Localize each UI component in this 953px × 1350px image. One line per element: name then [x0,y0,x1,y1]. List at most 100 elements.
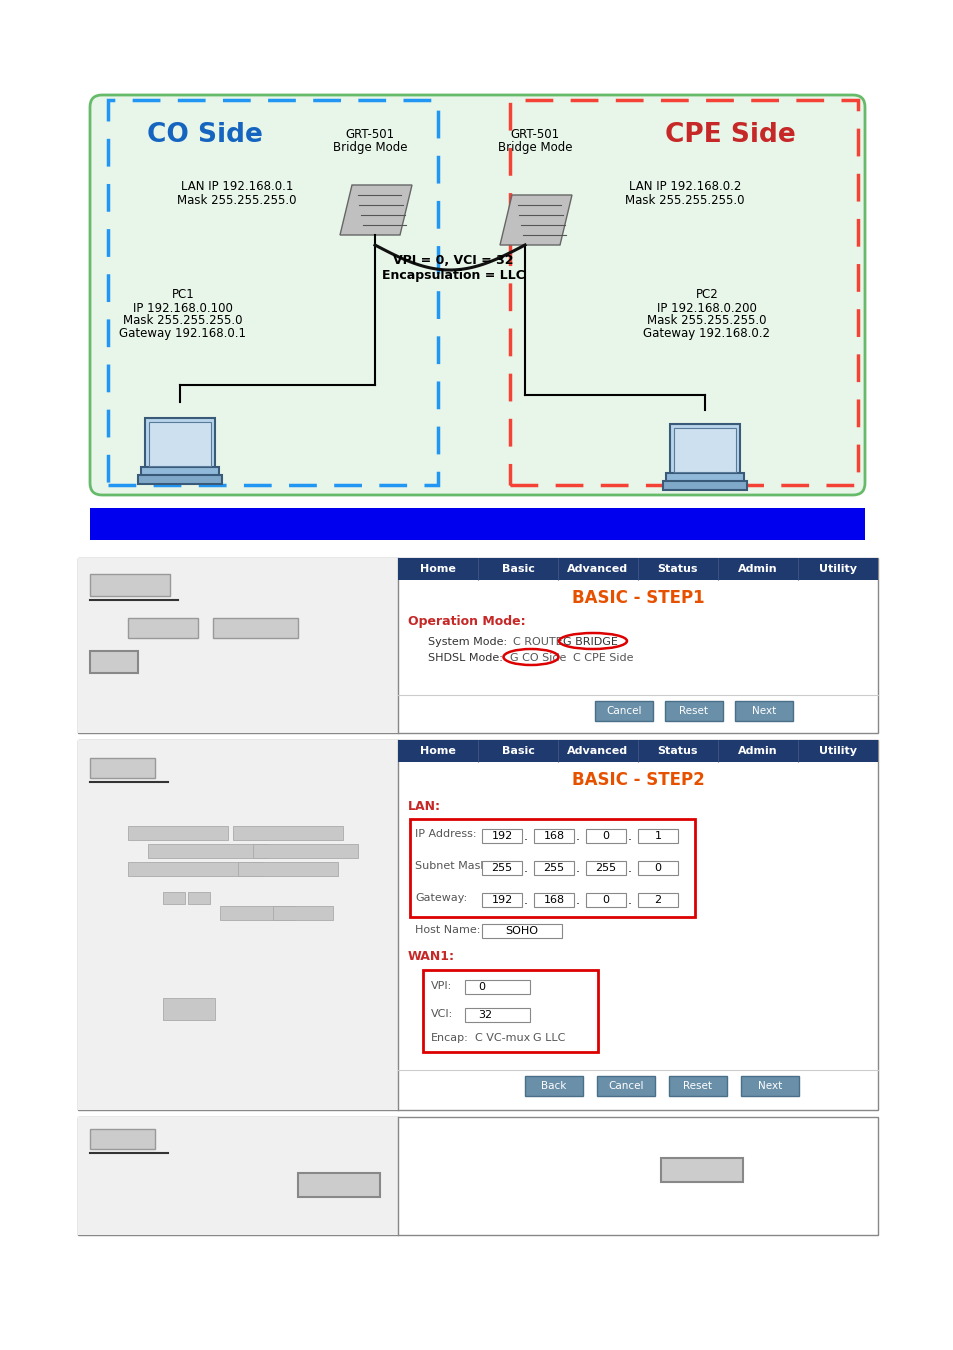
Text: 168: 168 [543,895,564,905]
Text: Status: Status [657,564,698,574]
Text: 192: 192 [491,832,512,841]
Text: System Mode:: System Mode: [428,637,507,647]
Bar [90,651,138,674]
Bar [78,1116,397,1235]
Bar [220,906,294,919]
Bar [128,618,198,639]
Text: LAN IP 192.168.0.2: LAN IP 192.168.0.2 [628,181,740,193]
Text: .: . [627,894,631,906]
Bar [597,1076,655,1096]
Text: PC2: PC2 [695,289,718,301]
Text: Subnet Mask:: Subnet Mask: [415,861,490,871]
Text: .: . [523,861,527,875]
Text: Home: Home [419,564,456,574]
Bar [213,618,297,639]
Bar [464,1008,530,1022]
Bar [665,472,743,483]
Bar [148,844,268,859]
Text: Cancel: Cancel [608,1081,643,1091]
Text: .: . [576,861,579,875]
Bar [397,740,877,761]
Text: GRT-501: GRT-501 [510,128,559,142]
Bar [481,829,521,842]
Bar [78,740,397,1110]
Text: Utility: Utility [818,564,856,574]
Bar [297,1173,379,1197]
Bar [253,844,357,859]
Bar [638,829,678,842]
Text: Operation Mode:: Operation Mode: [408,616,525,629]
Bar [534,861,574,875]
Bar [669,424,740,477]
Bar [595,701,652,721]
Text: .: . [576,829,579,842]
Text: 32: 32 [477,1010,492,1021]
Text: SHDSL Mode:: SHDSL Mode: [428,653,502,663]
Text: Basic: Basic [501,564,534,574]
Text: .: . [576,894,579,906]
Text: .: . [627,829,631,842]
Text: Back: Back [540,1081,566,1091]
Text: LAN:: LAN: [408,801,440,814]
Text: IP 192.168.0.100: IP 192.168.0.100 [132,301,233,315]
Text: .: . [523,829,527,842]
Bar [273,906,333,919]
Text: CPE Side: CPE Side [664,122,795,148]
Bar [638,892,678,907]
Text: Next: Next [757,1081,781,1091]
Polygon shape [499,194,572,244]
Text: Next: Next [751,706,776,716]
Bar [78,558,877,733]
Bar [585,861,625,875]
Text: VPI = 0, VCI = 32: VPI = 0, VCI = 32 [393,254,513,266]
Text: Bridge Mode: Bridge Mode [333,140,407,154]
Text: C CPE Side: C CPE Side [573,653,633,663]
Bar [740,1076,799,1096]
Text: Encapsulation = LLC: Encapsulation = LLC [381,269,524,282]
Text: Encap:: Encap: [431,1033,468,1044]
Text: IP 192.168.0.200: IP 192.168.0.200 [657,301,756,315]
Text: Reset: Reset [682,1081,712,1091]
Bar [149,423,211,466]
Text: BASIC - STEP1: BASIC - STEP1 [571,589,703,608]
Text: .: . [627,861,631,875]
Text: C ROUTE: C ROUTE [513,637,562,647]
Text: Utility: Utility [818,747,856,756]
Text: Gateway 192.168.0.1: Gateway 192.168.0.1 [119,328,246,340]
Bar [585,892,625,907]
Text: 255: 255 [491,863,512,873]
Text: Admin: Admin [738,747,777,756]
Text: Mask 255.255.255.0: Mask 255.255.255.0 [123,315,242,328]
Text: Gateway:: Gateway: [415,892,467,903]
Bar [660,1158,742,1183]
Bar [734,701,792,721]
Text: 0: 0 [654,863,660,873]
Text: GRT-501: GRT-501 [345,128,395,142]
Bar [141,467,219,477]
Text: Reset: Reset [679,706,708,716]
Bar [534,892,574,907]
Text: 0: 0 [602,832,609,841]
Text: Cancel: Cancel [605,706,641,716]
Bar [410,819,695,917]
Text: 0: 0 [602,895,609,905]
Bar [673,428,735,472]
Text: Advanced: Advanced [567,747,628,756]
Bar [524,1076,582,1096]
Bar [90,1129,154,1149]
Text: Status: Status [657,747,698,756]
Text: WAN1:: WAN1: [408,950,455,964]
Bar [481,892,521,907]
Bar [233,826,343,840]
Bar [90,574,170,595]
Text: G BRIDGE: G BRIDGE [562,637,618,647]
Bar [668,1076,726,1096]
Bar [237,863,337,876]
Bar [108,100,437,485]
Text: G LLC: G LLC [533,1033,565,1044]
Text: Host Name:: Host Name: [415,925,480,936]
Bar [145,418,214,470]
Bar [90,508,864,540]
Bar [422,971,598,1052]
Bar [397,558,877,580]
